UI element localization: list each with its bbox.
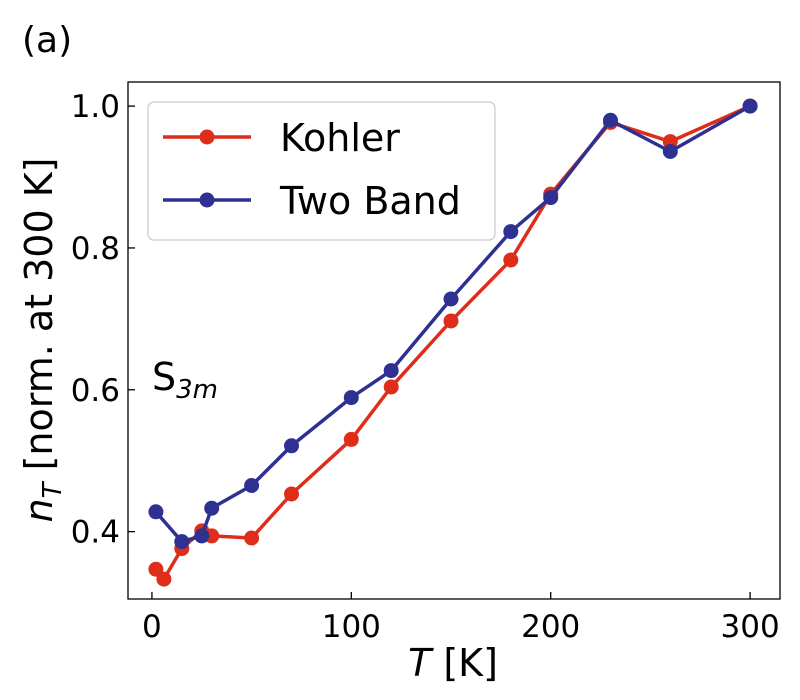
x-axis-title: T [K]	[408, 641, 498, 685]
y-axis-ticks: 0.4 0.6 0.8 1.0	[71, 89, 135, 551]
axes-frame	[127, 81, 781, 600]
y-axis-title: nT [norm. at 300 K]	[17, 158, 68, 523]
legend-marker-kohler	[199, 129, 215, 145]
y-tick-label: 0.4	[71, 515, 120, 551]
data-point-two-band	[543, 190, 559, 206]
data-point-two-band	[603, 112, 618, 128]
plot-area	[127, 81, 781, 600]
data-point-two-band	[204, 500, 220, 516]
data-point-kohler	[343, 431, 359, 447]
data-point-two-band	[244, 478, 260, 493]
data-point-two-band	[194, 528, 210, 544]
legend-label-two-band: Two Band	[279, 179, 461, 223]
x-tick-label: 100	[322, 609, 381, 645]
legend-marker-two-band	[199, 192, 215, 208]
y-tick-label: 0.8	[71, 231, 120, 267]
data-point-two-band	[503, 224, 519, 240]
y-tick-label: 0.6	[71, 373, 120, 409]
data-point-kohler	[244, 530, 260, 546]
data-point-two-band	[148, 504, 164, 520]
data-point-two-band	[742, 98, 758, 114]
annotation-base: S	[152, 355, 176, 399]
panel-label: (a)	[22, 20, 72, 61]
x-axis-ticks: 0 100 200 300	[142, 592, 780, 645]
data-point-two-band	[383, 363, 399, 379]
data-point-kohler	[156, 571, 172, 587]
y-axis-unit: [norm. at 300 K]	[17, 158, 61, 483]
sample-annotation: S3m	[152, 355, 218, 405]
legend-label-kohler: Kohler	[280, 116, 400, 160]
x-tick-label: 300	[721, 609, 780, 645]
series-layer	[148, 98, 758, 587]
annotation-subscript: 3m	[176, 375, 218, 405]
x-axis-unit: [K]	[431, 641, 498, 685]
data-point-kohler	[284, 486, 299, 502]
x-tick-label: 0	[142, 609, 162, 645]
data-point-two-band	[284, 438, 299, 454]
y-tick-label: 1.0	[71, 89, 120, 125]
legend: Kohler Two Band	[147, 101, 496, 241]
x-tick-label: 200	[521, 609, 580, 645]
data-point-kohler	[503, 252, 519, 268]
data-point-two-band	[662, 144, 678, 159]
data-point-kohler	[383, 379, 399, 395]
data-point-kohler	[443, 313, 459, 329]
data-point-two-band	[443, 291, 459, 307]
y-axis-subscript: T	[38, 480, 68, 498]
data-point-two-band	[174, 534, 190, 550]
x-axis-symbol: T	[408, 641, 434, 685]
y-axis-symbol: n	[17, 498, 61, 522]
data-point-two-band	[343, 390, 359, 406]
